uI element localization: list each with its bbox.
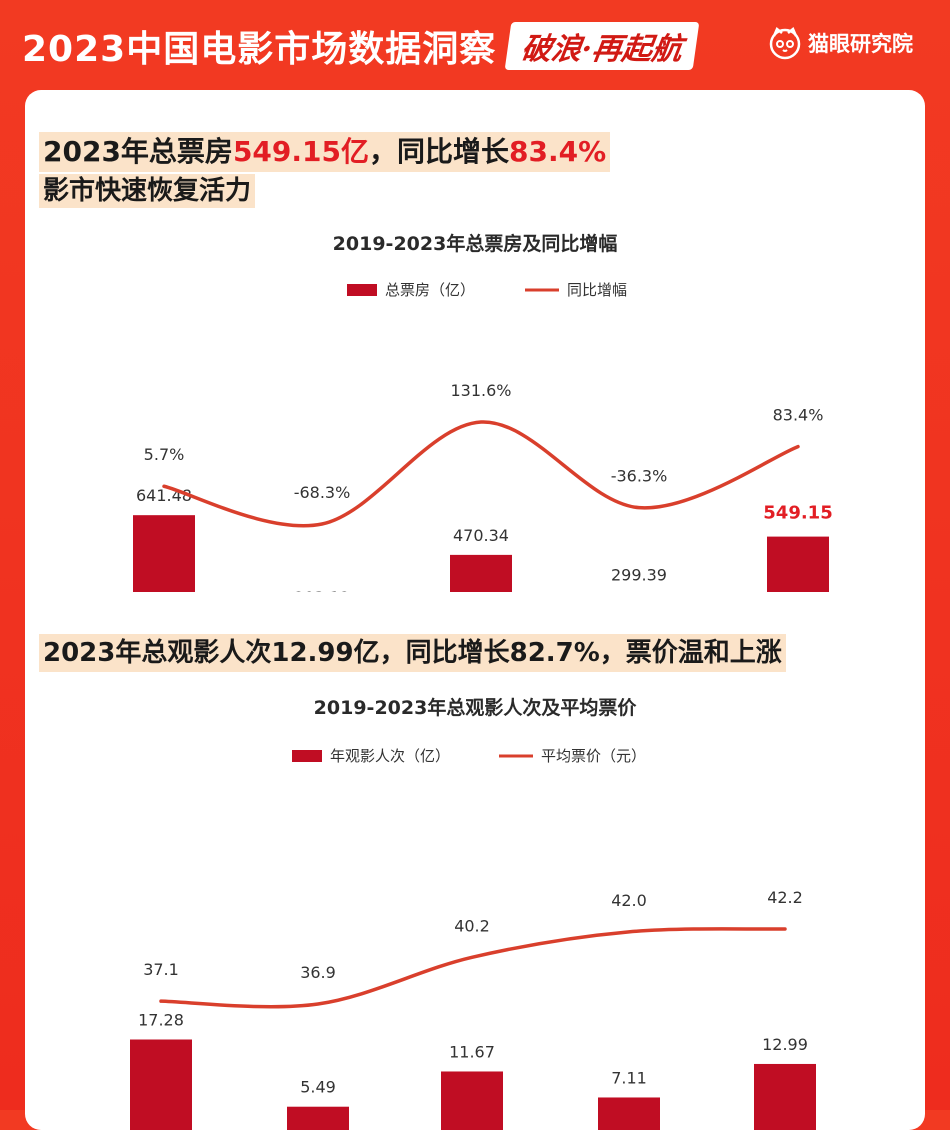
box-office-bar-label-2019: 641.48 (136, 486, 192, 505)
audience-bar-2022 (598, 1097, 660, 1130)
cat-face-icon (768, 26, 802, 60)
audience-line-series (161, 929, 785, 1007)
audience-bar-label-2020: 5.49 (300, 1078, 336, 1097)
box-office-bar-2023 (767, 537, 829, 592)
box-office-bar-2021 (450, 555, 512, 592)
audience-legend-bar-swatch (292, 750, 322, 762)
audience-legend-line-label: 平均票价（元） (541, 747, 646, 765)
audience-line-label-2022: 42.0 (611, 891, 647, 910)
box-office-bar-label-2023: 549.15 (763, 503, 832, 524)
audience-line-label-2021: 40.2 (454, 916, 490, 935)
box-office-line-label-2019: 5.7% (144, 445, 185, 464)
box-office-bar-label-2022: 299.39 (611, 566, 667, 585)
brand-name: 猫眼研究院 (808, 28, 913, 58)
box-office-chart: 2019-2023年总票房及同比增幅总票房（亿）同比增幅641.48201920… (25, 212, 925, 592)
headline-subline: 影市快速恢复活力 (39, 174, 255, 208)
headline-box-revenue: 2023年总票房549.15亿，同比增长83.4% (39, 132, 610, 172)
box-office-line-label-2023: 83.4% (773, 406, 824, 425)
box-office-title: 2019-2023年总票房及同比增幅 (333, 232, 618, 255)
box-office-line-series (164, 422, 798, 526)
box-office-bar-label-2020: 203.12 (294, 588, 350, 592)
headline-prefix: 2023年总票房 (43, 135, 233, 168)
top-header: 2023中国电影市场数据洞察 破浪·再起航 猫眼研究院 (0, 0, 950, 88)
audience-title: 2019-2023年总观影人次及平均票价 (314, 696, 638, 719)
box-office-line-label-2020: -68.3% (294, 483, 351, 502)
audience-bar-label-2019: 17.28 (138, 1011, 184, 1030)
box-office-legend-line-label: 同比增幅 (567, 281, 627, 299)
audience-bar-2023 (754, 1064, 816, 1130)
brand-logo: 猫眼研究院 (768, 26, 913, 60)
headline-growth-value: 83.4% (509, 135, 606, 168)
slogan: 破浪·再起航 (505, 22, 700, 70)
audience-bar-2021 (441, 1071, 503, 1130)
box-office-line-label-2022: -36.3% (611, 467, 668, 486)
headline-mid: ，同比增长 (369, 135, 509, 168)
audience-line-label-2019: 37.1 (143, 960, 179, 979)
headline-box-audience: 2023年总观影人次12.99亿，同比增长82.7%，票价温和上涨 (39, 634, 786, 672)
audience-bar-2020 (287, 1107, 349, 1130)
box-office-legend-bar-label: 总票房（亿） (385, 281, 475, 299)
audience-bar-label-2021: 11.67 (449, 1042, 495, 1061)
audience-bar-2019 (130, 1040, 192, 1130)
audience-line-label-2023: 42.2 (767, 888, 803, 907)
audience-bar-label-2023: 12.99 (762, 1035, 808, 1054)
headline-total-value: 549.15亿 (233, 135, 369, 168)
box-office-legend-bar-swatch (347, 284, 377, 296)
audience-bar-label-2022: 7.11 (611, 1068, 647, 1087)
box-office-bar-2019 (133, 515, 195, 592)
audience-line-label-2020: 36.9 (300, 963, 336, 982)
box-office-bar-label-2021: 470.34 (453, 526, 509, 545)
audience-legend-bar-label: 年观影人次（亿） (330, 747, 450, 765)
content-card: 2023年总票房549.15亿，同比增长83.4% 影市快速恢复活力 2019-… (25, 90, 925, 1130)
box-office-line-label-2021: 131.6% (450, 381, 511, 400)
page-title: 2023中国电影市场数据洞察 (22, 20, 496, 72)
